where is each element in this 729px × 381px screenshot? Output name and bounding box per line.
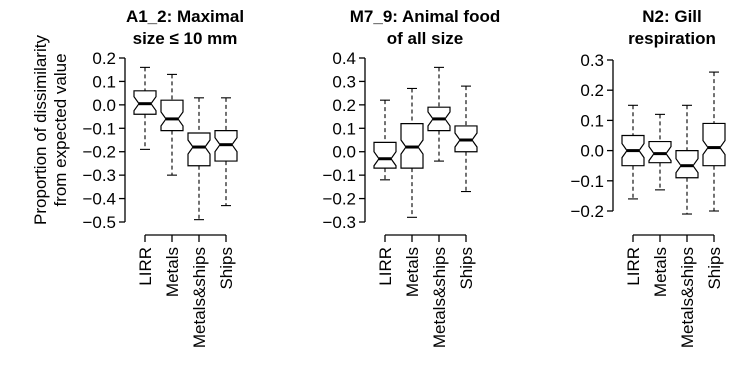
y-tick-label: 0.2 xyxy=(332,96,356,115)
y-tick-label: −0.1 xyxy=(82,119,116,138)
y-tick-label: −0.3 xyxy=(322,213,356,232)
x-tick-label: Metals xyxy=(651,247,670,297)
x-tick-label: Metals xyxy=(163,247,182,297)
panel-title-line: A1_2: Maximal xyxy=(126,7,244,26)
x-tick-label: Ships xyxy=(705,247,724,290)
x-tick-label: Ships xyxy=(457,247,476,290)
panel-gill-respiration: N2: Gill respiration 0.3 0.2 0.1 0.0 −0.1 −0.2 L… xyxy=(570,7,726,348)
box-lirr xyxy=(373,141,397,169)
y-tick-label: 0.4 xyxy=(332,49,356,68)
y-tick-label: 0.0 xyxy=(332,143,356,162)
y-tick-label: 0.1 xyxy=(92,72,116,91)
x-tick-label: Metals xyxy=(403,247,422,297)
box-metals xyxy=(648,140,672,164)
panel-title-line: M7_9: Animal food xyxy=(350,7,501,26)
box-ships xyxy=(702,122,726,167)
y-tick-label: −0.5 xyxy=(82,213,116,232)
x-tick-label: Metals&ships xyxy=(678,247,697,348)
panel-title-line: respiration xyxy=(628,29,716,48)
x-tick-label: LIRR xyxy=(376,247,395,286)
y-tick-label: −0.1 xyxy=(570,172,604,191)
y-tick-label: 0.2 xyxy=(92,49,116,68)
y-tick-label: 0.0 xyxy=(580,142,604,161)
y-tick-label: −0.2 xyxy=(570,202,604,221)
y-tick-label: 0.0 xyxy=(92,96,116,115)
y-tick-label: −0.4 xyxy=(82,190,116,209)
y-tick-label: 0.3 xyxy=(580,51,604,70)
box-metals-and-ships xyxy=(187,132,211,167)
x-tick-label: LIRR xyxy=(624,247,643,286)
panel-maximal-size: A1_2: Maximal size ≤ 10 mm 0.2 0.1 0.0 −0.1 −0… xyxy=(82,7,244,348)
x-tick-label: Ships xyxy=(217,247,236,290)
panel-animal-food: M7_9: Animal food of all size 0.4 0.3 0.2 0.1… xyxy=(322,7,500,348)
y-tick-label: 0.3 xyxy=(332,72,356,91)
x-tick-label: Metals&ships xyxy=(190,247,209,348)
box-metals-and-ships xyxy=(675,150,699,179)
y-tick-label: 0.2 xyxy=(580,81,604,100)
y-tick-label: −0.2 xyxy=(82,143,116,162)
y-tick-label: −0.3 xyxy=(82,166,116,185)
panel-title-line: N2: Gill xyxy=(642,7,702,26)
y-axis-label-line2: from expected value xyxy=(51,53,70,206)
panel-title-line: of all size xyxy=(387,29,464,48)
x-tick-label: Metals&ships xyxy=(430,247,449,348)
y-tick-label: 0.1 xyxy=(332,119,356,138)
y-tick-label: −0.2 xyxy=(322,190,356,209)
y-tick-label: −0.1 xyxy=(322,166,356,185)
y-axis-label-line1: Proportion of dissimilarity xyxy=(31,35,50,225)
y-tick-label: 0.1 xyxy=(580,111,604,130)
box-metals xyxy=(160,99,184,132)
x-tick-label: LIRR xyxy=(136,247,155,286)
panel-title-line: size ≤ 10 mm xyxy=(133,29,238,48)
